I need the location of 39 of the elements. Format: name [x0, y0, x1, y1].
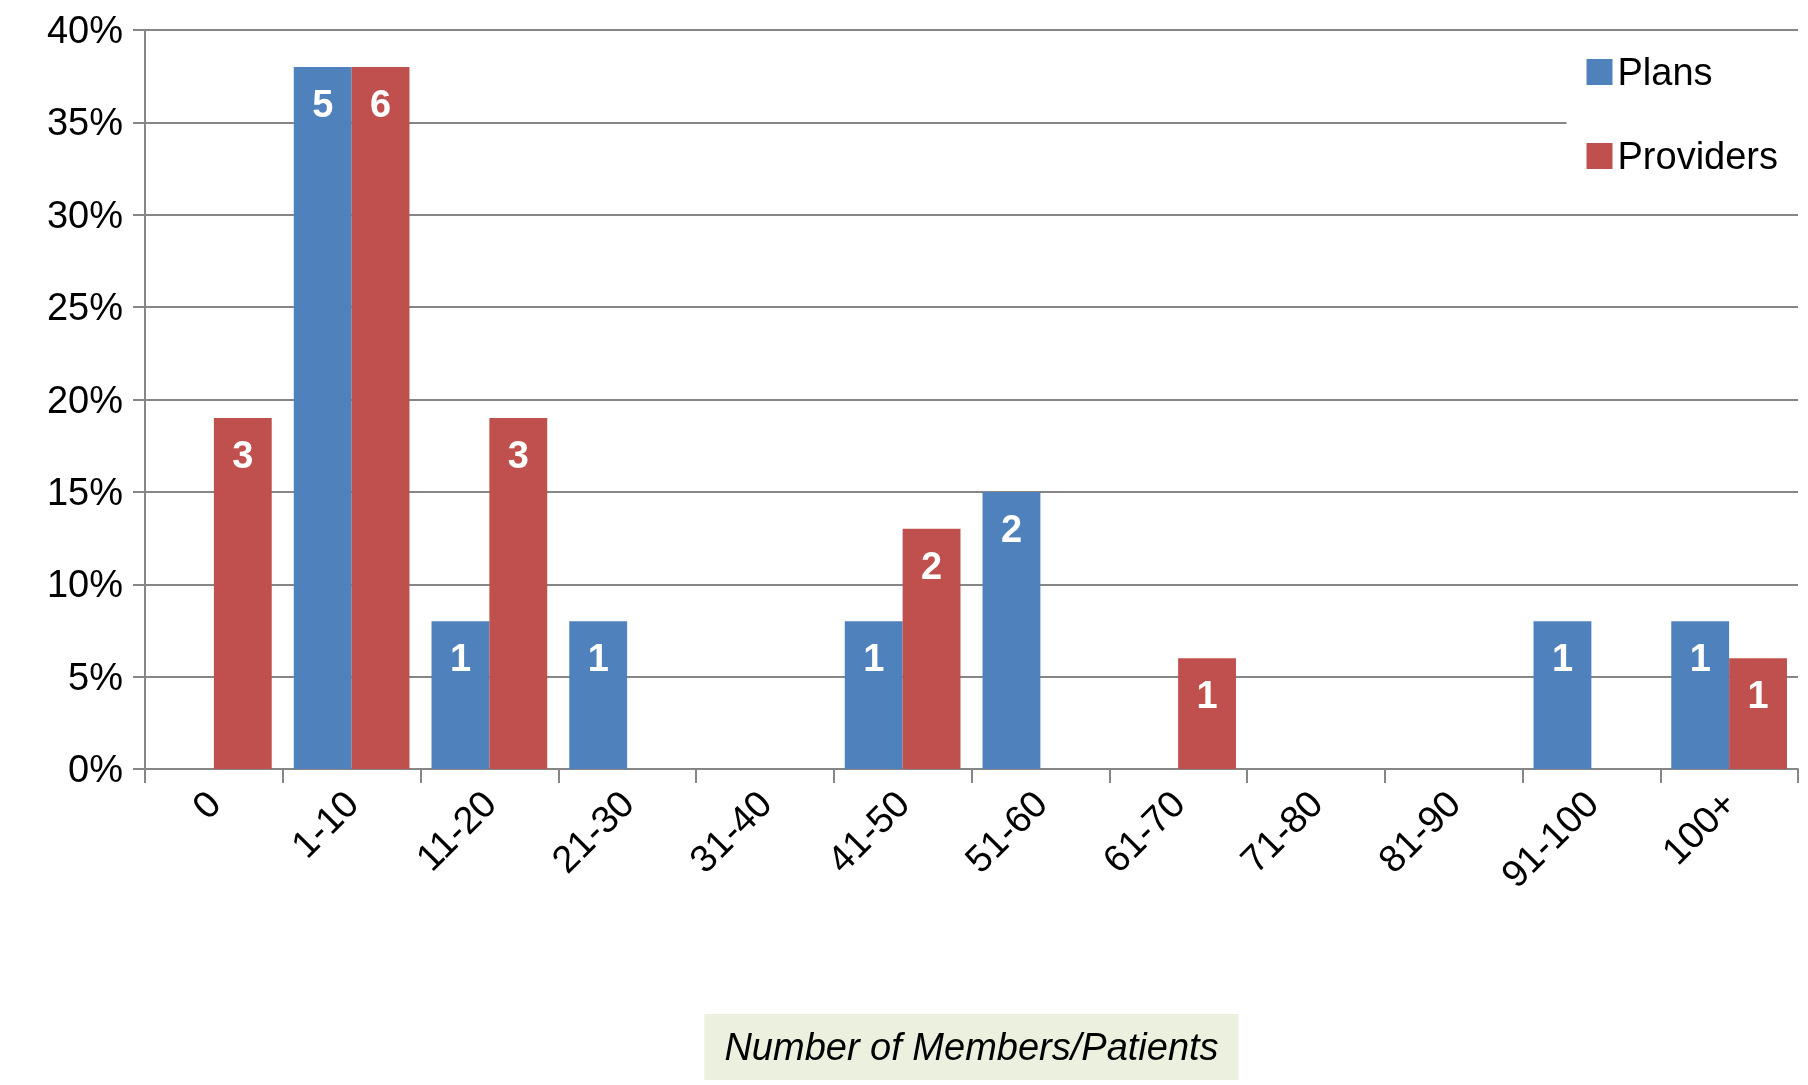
annotation: 2	[920, 544, 943, 587]
bar	[982, 491, 1041, 769]
annotation: 1	[1551, 637, 1574, 680]
y-tick-label: 15%	[46, 470, 123, 513]
bar	[293, 66, 352, 769]
x-axis-title: Number of Members/Patients	[724, 1026, 1219, 1068]
annotation: 2	[1000, 507, 1023, 550]
bar	[1533, 621, 1592, 769]
legend-label: Plans	[1617, 51, 1713, 93]
annotation: 1	[1747, 674, 1769, 717]
bar	[1671, 621, 1730, 769]
legend-label: Providers	[1617, 135, 1778, 177]
annotation: 1	[587, 637, 609, 680]
annotation: 5	[312, 82, 334, 125]
bar	[902, 528, 961, 769]
y-tick-label: 10%	[46, 563, 123, 606]
bar	[489, 417, 548, 769]
y-tick-label: 0%	[68, 748, 123, 790]
annotation: 3	[507, 433, 529, 476]
y-tick-label: 20%	[46, 378, 123, 421]
annotation: 1	[863, 637, 885, 680]
annotation: 6	[369, 82, 392, 125]
y-tick-label: 5%	[68, 655, 123, 698]
bar	[213, 417, 272, 769]
y-tick-label: 30%	[46, 193, 123, 236]
annotation: 1	[1689, 637, 1711, 680]
bar	[1729, 658, 1787, 769]
bar	[351, 66, 410, 769]
y-tick-label: 35%	[46, 101, 123, 144]
bar	[1178, 658, 1236, 769]
annotation: 1	[449, 637, 472, 680]
annotation: 1	[1196, 674, 1218, 717]
x-tick-label: 0	[184, 782, 229, 827]
bar	[569, 621, 628, 769]
annotation: 3	[232, 433, 254, 476]
y-tick-label: 25%	[46, 286, 123, 329]
bar	[844, 621, 903, 769]
y-tick-label: 40%	[46, 9, 123, 51]
bar	[431, 621, 490, 769]
